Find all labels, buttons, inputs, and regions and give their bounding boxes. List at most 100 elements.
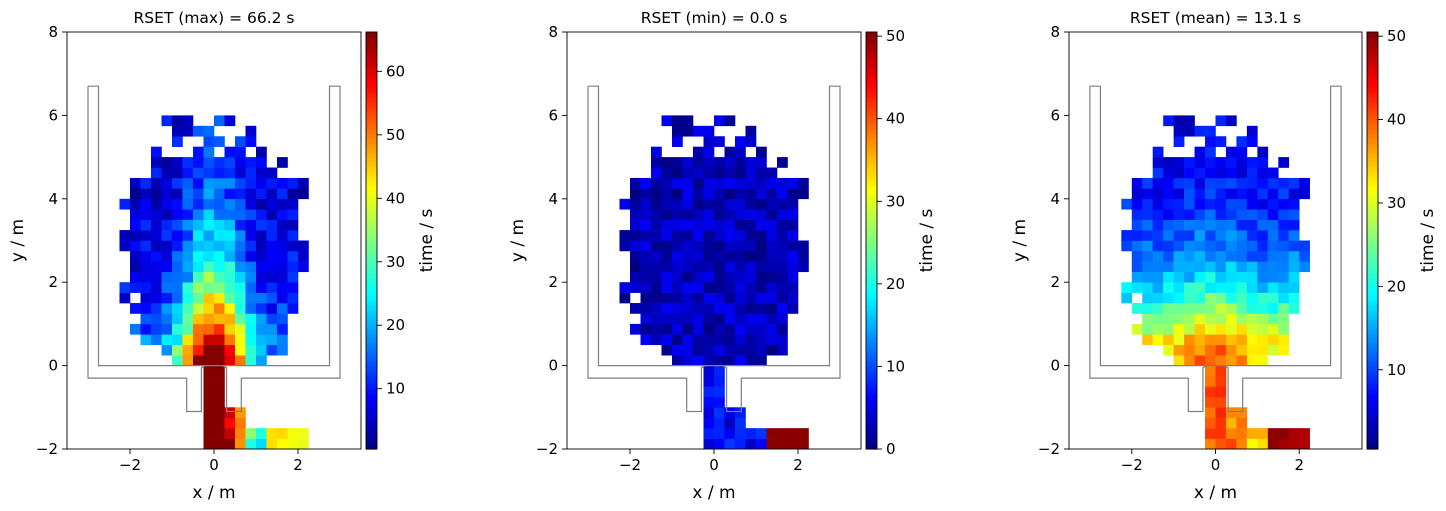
colorbar-segment <box>866 82 877 89</box>
colorbar-segment <box>866 444 877 450</box>
heatmap-cell <box>161 313 173 325</box>
y-tick-label: 8 <box>548 23 558 41</box>
heatmap-cell <box>703 396 715 408</box>
heatmap-cell <box>1257 250 1269 262</box>
heatmap-cell <box>745 282 757 293</box>
colorbar-segment <box>866 189 877 195</box>
heatmap-cell <box>651 157 662 168</box>
colorbar-segment <box>866 310 877 316</box>
colorbar-segment <box>1367 291 1378 297</box>
colorbar-segment <box>366 78 377 84</box>
colorbar-segment <box>866 212 877 218</box>
heatmap-cell <box>714 209 725 220</box>
colorbar-tick-label: 30 <box>1387 194 1406 212</box>
heatmap-cell <box>1278 198 1290 210</box>
heatmap-cell <box>693 344 704 356</box>
heatmap-cell <box>235 292 246 304</box>
heatmap-cell <box>1236 271 1248 283</box>
heatmap-cell <box>661 313 673 325</box>
heatmap-cell <box>766 334 778 346</box>
heatmap-cell <box>756 209 767 220</box>
heatmap-cell <box>672 303 683 314</box>
heatmap-cell <box>182 219 194 231</box>
colorbar-segment <box>866 347 877 353</box>
heatmap-cell <box>193 219 204 231</box>
colorbar-segment <box>1367 124 1378 130</box>
heatmap-cell <box>214 209 225 220</box>
heatmap-cell <box>193 230 204 241</box>
colorbar-segment <box>1367 439 1378 445</box>
colorbar-segment <box>1367 235 1378 242</box>
heatmap-cell <box>714 240 725 252</box>
y-tick-label: −2 <box>36 440 58 458</box>
heatmap-cell <box>1246 230 1258 241</box>
colorbar-segment <box>1367 268 1378 274</box>
colorbar-segment <box>866 249 877 255</box>
heatmap-cells <box>119 115 309 450</box>
colorbar-tick-label: 40 <box>886 110 905 128</box>
heatmap-cell <box>1163 188 1174 200</box>
heatmap-cell <box>1278 438 1290 450</box>
heatmap-cell <box>214 303 225 314</box>
heatmap-cell <box>735 355 746 366</box>
colorbar-segment <box>366 87 377 93</box>
heatmap-cell <box>224 292 236 304</box>
heatmap-cell <box>1236 282 1248 293</box>
heatmap-cell <box>182 125 194 137</box>
colorbar-segment <box>366 64 377 70</box>
heatmap-cell <box>703 323 715 335</box>
heatmap-cell <box>1257 177 1269 189</box>
heatmap-cell <box>682 261 694 273</box>
heatmap-cell <box>224 355 236 366</box>
heatmap-cell <box>630 240 641 252</box>
heatmap-cell <box>1267 261 1279 273</box>
heatmap-cell <box>203 323 215 335</box>
colorbar-segment <box>866 152 877 158</box>
heatmap-cell <box>1215 438 1227 450</box>
colorbar-segment <box>366 444 377 450</box>
heatmap-cell <box>1257 230 1269 241</box>
heatmap-cell <box>1257 355 1269 366</box>
heatmap-cell <box>1163 261 1174 273</box>
heatmap-cell <box>1184 250 1195 262</box>
heatmap-cell <box>140 303 152 314</box>
colorbar-segment <box>1367 92 1378 98</box>
heatmap-cell <box>1194 188 1206 200</box>
heatmap-cell <box>1225 261 1237 273</box>
colorbar-segment <box>866 305 877 311</box>
heatmap-cell <box>703 376 715 387</box>
heatmap-cell <box>651 177 662 189</box>
colorbar-segment <box>366 370 377 376</box>
colorbar-segment <box>1367 64 1378 70</box>
heatmap-cell <box>130 261 141 273</box>
heatmap-cell <box>1246 303 1258 314</box>
heatmap-cell <box>1205 376 1216 387</box>
heatmap-cell <box>266 428 278 439</box>
heatmap-cell <box>787 428 799 439</box>
heatmap-cell <box>1267 428 1279 439</box>
colorbar-segment <box>1367 41 1378 47</box>
colorbar-segment <box>366 212 377 218</box>
heatmap-cell <box>1194 303 1206 314</box>
heatmap-cell <box>235 198 246 210</box>
y-axis-label: y / m <box>1010 219 1030 262</box>
heatmap-cell <box>1215 167 1227 179</box>
heatmap-cell <box>693 177 704 189</box>
heatmap-cell <box>1184 355 1195 366</box>
heatmap-cell <box>640 292 652 304</box>
heatmap-cell <box>1184 115 1195 127</box>
colorbar-segment <box>366 152 377 158</box>
heatmap-cell <box>1142 177 1154 189</box>
heatmap-cell <box>256 157 267 168</box>
heatmap-cell <box>682 209 694 220</box>
heatmap-cell <box>661 292 673 304</box>
heatmap-cell <box>766 198 778 210</box>
heatmap-cell <box>1225 115 1237 127</box>
heatmap-cell <box>235 146 246 158</box>
heatmap-cell <box>235 219 246 231</box>
heatmap-cell <box>798 250 809 262</box>
heatmap-cell <box>151 303 162 314</box>
heatmap-cell <box>1236 240 1248 252</box>
heatmap-cell <box>277 230 288 241</box>
heatmap-cell <box>256 177 267 189</box>
